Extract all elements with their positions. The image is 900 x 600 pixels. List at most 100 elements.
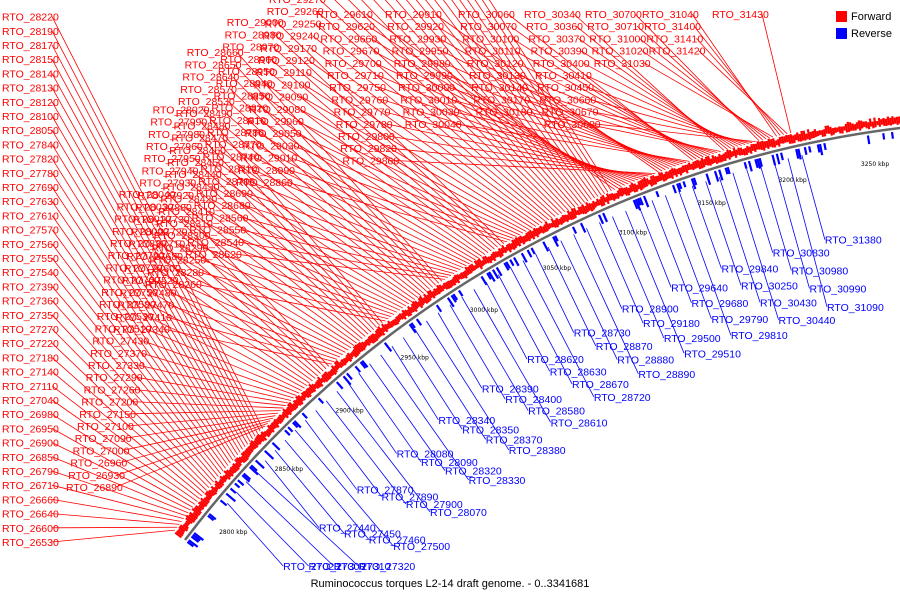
forward-feature (696, 159, 702, 170)
forward-feature (724, 151, 729, 159)
forward-gene-label: RTO_28680 (194, 200, 251, 212)
forward-gene-label: RTO_27200 (81, 397, 138, 409)
forward-connector (285, 181, 508, 243)
forward-gene-label: RTO_28640 (182, 72, 239, 84)
forward-feature (616, 190, 622, 197)
forward-gene-label: RTO_26950 (2, 423, 59, 435)
forward-feature (417, 300, 424, 309)
forward-feature (204, 492, 213, 500)
reverse-gene-label: RTO_28870 (596, 341, 653, 353)
forward-gene-label: RTO_27990 (150, 117, 207, 129)
reverse-gene-label: RTO_28620 (527, 354, 584, 366)
forward-gene-label: RTO_27150 (79, 409, 136, 421)
forward-feature (559, 216, 565, 224)
forward-feature (873, 117, 877, 128)
reverse-gene-label: RTO_27440 (319, 523, 376, 535)
forward-feature (778, 136, 783, 144)
forward-feature (800, 130, 805, 141)
reverse-connector (638, 205, 672, 288)
forward-feature (816, 130, 820, 137)
forward-gene-label: RTO_26890 (66, 482, 123, 494)
forward-feature (453, 274, 461, 284)
forward-gene-label: RTO_27780 (2, 168, 59, 180)
forward-feature (826, 125, 831, 135)
forward-feature (232, 462, 240, 471)
forward-feature (406, 309, 413, 317)
forward-feature (776, 138, 781, 147)
reverse-feature (598, 214, 605, 225)
reverse-feature (682, 181, 687, 188)
forward-gene-label: RTO_28710 (200, 164, 257, 176)
reverse-gene-label: RTO_28730 (574, 328, 631, 340)
forward-feature (185, 514, 196, 523)
reverse-feature (795, 148, 800, 159)
reverse-feature (718, 169, 724, 181)
forward-connector (51, 470, 187, 517)
forward-feature (418, 295, 426, 304)
forward-connector (51, 371, 203, 497)
forward-feature (664, 171, 670, 180)
forward-connector (451, 0, 596, 199)
forward-gene-label: RTO_27480 (120, 287, 177, 299)
forward-gene-label: RTO_30030 (403, 107, 460, 119)
forward-feature (358, 341, 366, 351)
forward-feature (748, 146, 753, 154)
forward-feature (185, 520, 191, 525)
forward-feature (185, 517, 193, 524)
reverse-gene-label: RTO_30440 (779, 315, 836, 327)
forward-connector (698, 50, 788, 135)
reverse-gene-label: RTO_28890 (638, 369, 695, 381)
forward-connector (303, 84, 533, 229)
forward-connector (467, 0, 602, 196)
forward-feature (521, 235, 527, 243)
forward-feature (656, 175, 661, 182)
reverse-feature (655, 190, 660, 198)
forward-feature (275, 417, 283, 425)
forward-connector (178, 243, 352, 349)
forward-connector (395, 0, 576, 208)
forward-feature (649, 175, 656, 186)
reverse-feature (705, 173, 712, 186)
scale-ticks: 2800 kbp 2850 kbp 2900 kbp 2950 kbp 3000 kbp… (219, 161, 889, 536)
forward-feature (344, 356, 350, 363)
forward-gene-label: RTO_28420 (160, 194, 217, 206)
forward-connector (348, 0, 563, 214)
forward-gene-label: RTO_30070 (460, 21, 517, 33)
forward-connector (263, 95, 486, 255)
forward-connector (51, 257, 222, 475)
forward-feature (750, 143, 755, 152)
forward-connector (290, 157, 514, 239)
forward-feature (210, 485, 218, 493)
forward-feature (260, 431, 267, 438)
forward-feature (346, 352, 354, 360)
forward-connector (157, 254, 316, 379)
forward-feature (214, 485, 219, 491)
forward-connector (51, 342, 207, 491)
reverse-connector (414, 328, 487, 440)
forward-connector (229, 88, 434, 288)
forward-feature (266, 428, 273, 434)
forward-connector (223, 125, 425, 294)
forward-feature (627, 187, 632, 194)
forward-feature (630, 182, 637, 193)
reverse-feature (207, 514, 215, 522)
forward-gene-label: RTO_28220 (2, 12, 59, 24)
forward-feature (247, 446, 254, 453)
reverse-gene-label: RTO_28320 (445, 466, 502, 478)
forward-connector (51, 399, 198, 502)
forward-gene-label: RTO_29000 (227, 17, 284, 29)
forward-feature (282, 408, 290, 416)
forward-feature (581, 203, 588, 215)
forward-feature (739, 147, 744, 156)
reverse-feature (638, 197, 644, 206)
forward-feature (400, 312, 407, 320)
forward-gene-label: RTO_28480 (174, 120, 231, 132)
forward-connector (51, 215, 229, 466)
reverse-connector (718, 176, 761, 303)
forward-gene-label: RTO_29660 (320, 33, 377, 45)
forward-gene-label: RTO_29950 (392, 46, 449, 58)
reverse-feature (190, 535, 200, 543)
forward-gene-label: RTO_28960 (220, 54, 277, 66)
forward-gene-label: RTO_29170 (260, 43, 317, 55)
forward-gene-label: RTO_27520 (122, 275, 179, 287)
